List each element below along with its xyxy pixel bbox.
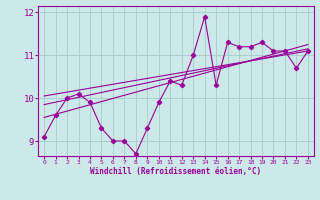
X-axis label: Windchill (Refroidissement éolien,°C): Windchill (Refroidissement éolien,°C)	[91, 167, 261, 176]
